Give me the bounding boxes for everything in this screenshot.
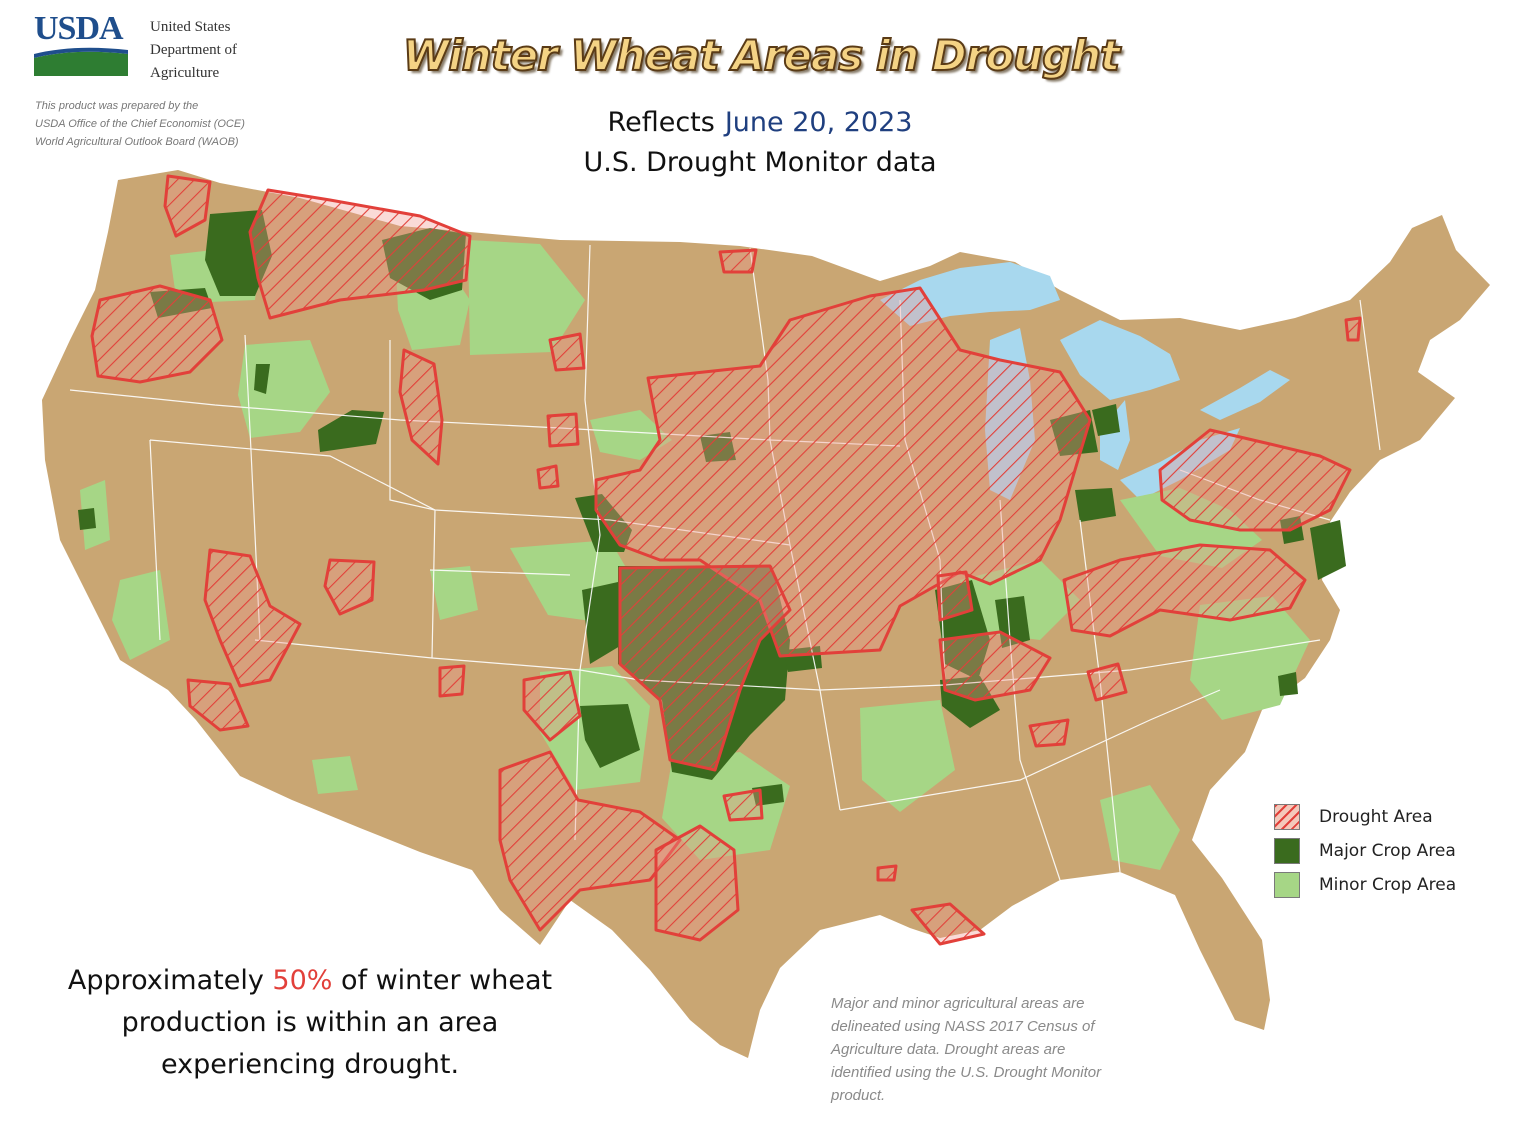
drought-area-swatch xyxy=(1274,804,1300,830)
source-line-4: identified using the U.S. Drought Monito… xyxy=(831,1064,1102,1081)
drought-area-tennessee xyxy=(1028,718,1070,748)
prepared-line-1: This product was prepared by the xyxy=(35,100,199,112)
legend-label-drought: Drought Area xyxy=(1319,807,1433,827)
subtitle-reflects: Reflects June 20, 2023 xyxy=(470,103,1050,143)
agency-line-3: Agriculture xyxy=(150,65,220,81)
drought-area-northwest xyxy=(90,284,224,384)
legend: Drought Area Major Crop Area Minor Crop … xyxy=(1274,800,1494,902)
drought-area-wyoming xyxy=(536,464,560,490)
drought-area-nevada xyxy=(203,548,302,688)
subtitle-prefix: Reflects xyxy=(607,107,715,138)
drought-area-missouri-ky xyxy=(938,630,1052,702)
subtitle-source: U.S. Drought Monitor data xyxy=(583,147,937,178)
drought-area-kansas xyxy=(618,564,792,772)
drought-area-south-dakota xyxy=(548,332,586,372)
page-title: Winter Wheat Areas in Drought xyxy=(402,30,1121,81)
legend-item-major: Major Crop Area xyxy=(1274,834,1494,868)
drought-area-kentucky xyxy=(1086,662,1128,702)
prepared-line-2: USDA Office of the Chief Economist (OCE) xyxy=(35,118,245,130)
agency-line-2: Department of xyxy=(150,42,238,58)
prepared-note: This product was prepared by the USDA Of… xyxy=(35,97,245,151)
source-line-2: delineated using NASS 2017 Census of xyxy=(831,1018,1095,1035)
stat-before: Approximately xyxy=(67,965,273,996)
drought-area-ohio-valley xyxy=(1062,543,1307,638)
drought-area-arizona-nm xyxy=(438,664,466,698)
stat-percent: 50% xyxy=(272,965,333,996)
drought-area-oklahoma-south xyxy=(722,788,764,822)
source-note: Major and minor agricultural areas are d… xyxy=(831,992,1101,1107)
drought-area-illinois-south xyxy=(936,570,974,622)
legend-item-drought: Drought Area xyxy=(1274,800,1494,834)
drought-area-montana xyxy=(398,348,444,466)
drought-area-arkansas xyxy=(876,864,898,882)
source-line-5: product. xyxy=(831,1087,886,1104)
usda-logo-swoosh xyxy=(34,47,128,76)
stat-after: of winter wheat production is within an … xyxy=(121,965,553,1080)
drought-area-colorado-se xyxy=(522,670,582,742)
agency-line-1: United States xyxy=(150,19,231,35)
drought-area-utah xyxy=(323,558,376,616)
prepared-line-3: World Agricultural Outlook Board (WAOB) xyxy=(35,136,239,148)
drought-area-pennsylvania-ny xyxy=(1158,428,1352,532)
legend-label-major: Major Crop Area xyxy=(1319,841,1456,861)
drought-area-central-plains-north xyxy=(594,286,1092,658)
usda-logo-text: USDA xyxy=(34,10,124,47)
drought-area-louisiana xyxy=(910,902,986,946)
usda-logo: USDA xyxy=(34,12,130,80)
drought-area-north-dakota xyxy=(718,248,758,274)
drought-area-nebraska-west xyxy=(546,412,580,448)
drought-area-california xyxy=(186,678,250,732)
legend-label-minor: Minor Crop Area xyxy=(1319,875,1457,895)
drought-statistic: Approximately 50% of winter wheat produc… xyxy=(40,960,580,1086)
legend-item-minor: Minor Crop Area xyxy=(1274,868,1494,902)
source-line-1: Major and minor agricultural areas are xyxy=(831,995,1085,1012)
drought-area-texas-west xyxy=(498,750,682,932)
major-crop-swatch xyxy=(1274,838,1300,864)
subtitle-date: June 20, 2023 xyxy=(724,107,913,138)
drought-area-texas-central xyxy=(654,824,740,942)
great-lakes xyxy=(880,262,1290,500)
drought-area-northern-rockies xyxy=(248,188,472,320)
drought-areas xyxy=(90,174,1362,946)
minor-crop-swatch xyxy=(1274,872,1300,898)
source-line-3: Agriculture data. Drought areas are xyxy=(831,1041,1066,1058)
drought-area-washington xyxy=(163,174,212,238)
agency-name: United States Department of Agriculture xyxy=(150,16,237,85)
drought-area-nh xyxy=(1344,316,1362,342)
